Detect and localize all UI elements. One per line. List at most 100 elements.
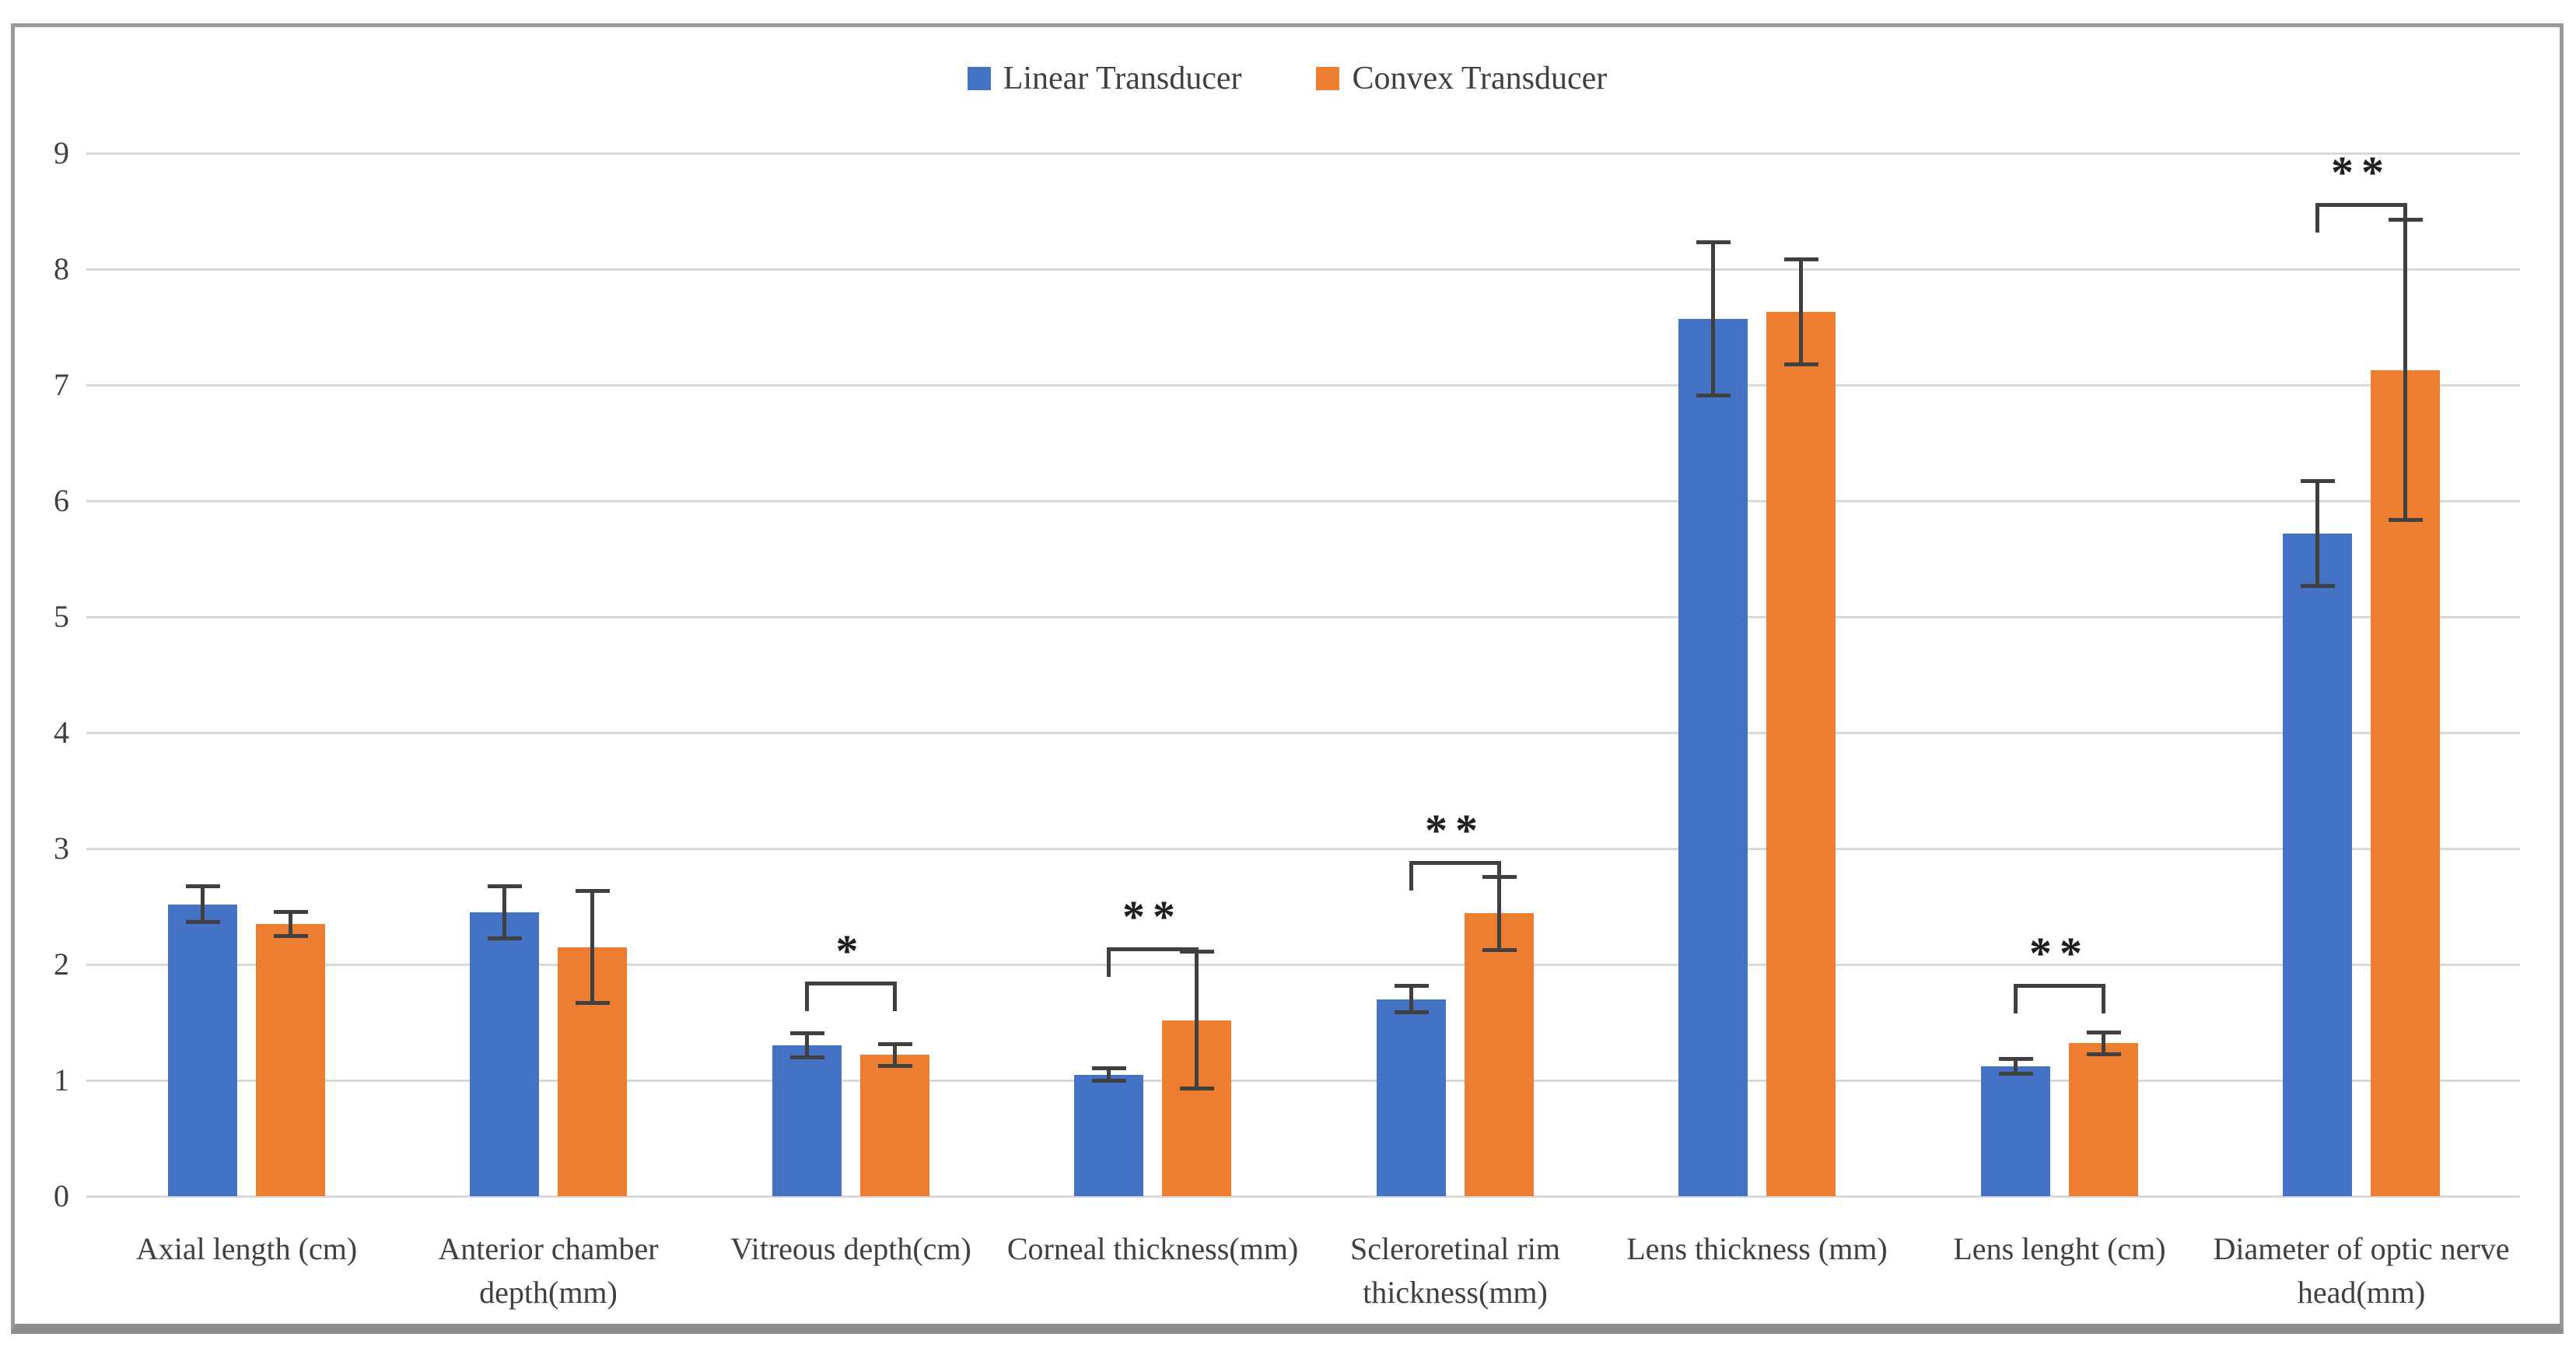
legend-label-linear: Linear Transducer	[1003, 61, 1242, 96]
error-bar-line	[289, 909, 292, 938]
legend-swatch-convex-icon	[1316, 67, 1340, 90]
x-category-label: Scleroretinal rim thickness(mm)	[1350, 1231, 1560, 1310]
error-bar-line	[1497, 875, 1501, 952]
error-bar-cap-top	[789, 1031, 824, 1036]
bar-linear-transducer	[1377, 999, 1446, 1196]
error-bar-line	[1409, 984, 1413, 1015]
error-bar-cap-top	[487, 884, 522, 889]
error-bar-cap-top	[273, 909, 308, 914]
gridline	[86, 268, 2520, 271]
gridline	[86, 384, 2520, 387]
error-bar-line	[805, 1031, 809, 1060]
significance-stars: **	[2029, 928, 2090, 979]
gridline	[86, 1195, 2520, 1198]
x-category-label: Vitreous depth(cm)	[730, 1231, 971, 1266]
error-bar-cap-bottom	[877, 1063, 912, 1068]
error-bar-cap-bottom	[1394, 1010, 1429, 1015]
y-tick-label: 5	[54, 599, 69, 634]
significance-bracket-leg	[893, 982, 897, 1012]
gridline	[86, 732, 2520, 734]
error-bar-cap-bottom	[487, 936, 522, 940]
error-bar-line	[2014, 1057, 2018, 1076]
gridline	[86, 616, 2520, 618]
gridline	[86, 964, 2520, 966]
error-bar-line	[1195, 949, 1199, 1091]
error-bar-cap-bottom	[273, 933, 308, 938]
legend-label-convex: Convex Transducer	[1352, 61, 1608, 96]
gridline	[86, 152, 2520, 155]
significance-bracket	[2315, 203, 2407, 208]
bar-convex-transducer	[860, 1055, 929, 1196]
bar-linear-transducer	[772, 1045, 842, 1196]
x-category-label: Corneal thickness(mm)	[1006, 1231, 1299, 1266]
x-category-label: Diameter of optic nerve head(mm)	[2213, 1231, 2510, 1310]
error-bar-cap-bottom	[2086, 1052, 2121, 1056]
bar-linear-transducer	[2283, 533, 2352, 1196]
chart-figure-frame: Linear Transducer Convex Transducer 0 1 2 3…	[11, 23, 2564, 1334]
bar-linear-transducer	[168, 904, 237, 1196]
bar-convex-transducer	[1465, 913, 1534, 1196]
y-tick-label: 6	[54, 483, 69, 518]
significance-bracket	[805, 982, 897, 986]
y-tick-label: 4	[54, 715, 69, 750]
error-bar-line	[2315, 478, 2319, 588]
x-category-label: Lens thickness (mm)	[1626, 1231, 1888, 1266]
y-tick-label: 2	[54, 947, 69, 982]
significance-bracket	[1107, 947, 1199, 951]
gridline	[86, 1080, 2520, 1082]
error-bar-cap-bottom	[1998, 1072, 2033, 1076]
error-bar-cap-bottom	[1091, 1078, 1126, 1083]
significance-bracket-leg	[1409, 861, 1413, 891]
significance-bracket-leg	[1107, 947, 1111, 977]
error-bar-cap-top	[2300, 478, 2335, 483]
legend-entry-linear: Linear Transducer	[967, 60, 1242, 97]
error-bar-cap-top	[575, 889, 610, 894]
error-bar-cap-bottom	[575, 1001, 610, 1006]
significance-stars: **	[1122, 891, 1183, 942]
error-bar-cap-bottom	[1179, 1087, 1214, 1091]
y-tick-label: 3	[54, 831, 69, 866]
error-bar-cap-bottom	[1696, 394, 1731, 398]
legend-swatch-linear-icon	[967, 67, 991, 90]
x-category-label: Axial length (cm)	[135, 1231, 358, 1266]
error-bar-cap-top	[2086, 1030, 2121, 1034]
significance-stars: **	[1425, 805, 1486, 856]
error-bar-line	[201, 884, 205, 924]
significance-bracket-leg	[805, 982, 809, 1012]
error-bar-line	[1799, 257, 1803, 367]
significance-bracket-leg	[1195, 947, 1199, 977]
gridline	[86, 848, 2520, 850]
y-tick-label: 0	[54, 1178, 69, 1213]
error-bar-cap-top	[1394, 984, 1429, 989]
error-bar-cap-top	[1783, 257, 1818, 262]
error-bar-cap-bottom	[1482, 947, 1517, 952]
legend-entry-convex: Convex Transducer	[1316, 60, 1607, 97]
error-bar-cap-bottom	[185, 919, 220, 924]
x-category-label: Anterior chamber depth(mm)	[438, 1231, 659, 1310]
bar-convex-transducer	[2069, 1043, 2138, 1196]
bar-convex-transducer	[256, 923, 325, 1196]
error-bar-line	[2403, 218, 2407, 522]
bar-convex-transducer	[1766, 312, 1836, 1196]
y-tick-label: 9	[54, 135, 69, 170]
y-tick-label: 7	[54, 367, 69, 402]
chart-legend: Linear Transducer Convex Transducer	[15, 60, 2560, 97]
error-bar-line	[1711, 240, 1715, 398]
significance-stars: *	[835, 926, 866, 977]
error-bar-cap-bottom	[1783, 362, 1818, 367]
error-bar-line	[590, 889, 594, 1006]
error-bar-line	[502, 884, 506, 940]
significance-bracket-leg	[2102, 984, 2105, 1014]
significance-bracket-leg	[1497, 861, 1501, 891]
error-bar-line	[2102, 1030, 2105, 1056]
error-bar-cap-top	[1696, 240, 1731, 244]
y-tick-label: 1	[54, 1062, 69, 1097]
error-bar-line	[1107, 1066, 1111, 1083]
error-bar-cap-top	[185, 884, 220, 889]
error-bar-line	[893, 1041, 897, 1068]
bar-linear-transducer	[1981, 1066, 2050, 1196]
error-bar-cap-bottom	[789, 1055, 824, 1060]
bar-linear-transducer	[470, 912, 539, 1196]
bar-linear-transducer	[1678, 319, 1748, 1196]
